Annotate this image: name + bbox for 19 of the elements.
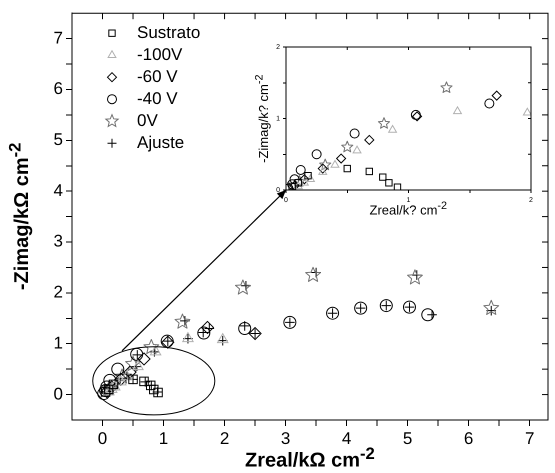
y-tick-label: 7 bbox=[54, 28, 63, 48]
y-tick-label: 1 bbox=[54, 333, 63, 352]
legend-label: Sustrato bbox=[137, 22, 200, 42]
x-tick-label: 6 bbox=[464, 428, 474, 448]
x-tick-label: 2 bbox=[220, 428, 230, 448]
x-tick-label: 5 bbox=[402, 428, 412, 448]
y-tick-label: 6 bbox=[54, 79, 63, 98]
x-tick-label: 7 bbox=[524, 428, 534, 448]
legend-label: -40 V bbox=[137, 88, 178, 108]
x-tick-label: 1 bbox=[158, 428, 168, 448]
legend-label: 0V bbox=[137, 110, 158, 130]
legend-label: -100V bbox=[137, 44, 184, 64]
legend-label: Ajuste bbox=[137, 132, 184, 152]
y-tick-label: 5 bbox=[54, 130, 63, 150]
x-tick-label: 0 bbox=[98, 428, 108, 448]
y-tick-label: 0 bbox=[54, 384, 63, 404]
y-tick-label: 3 bbox=[54, 232, 63, 251]
legend-label: -60 V bbox=[137, 66, 178, 86]
y-tick-label: 2 bbox=[54, 282, 63, 302]
